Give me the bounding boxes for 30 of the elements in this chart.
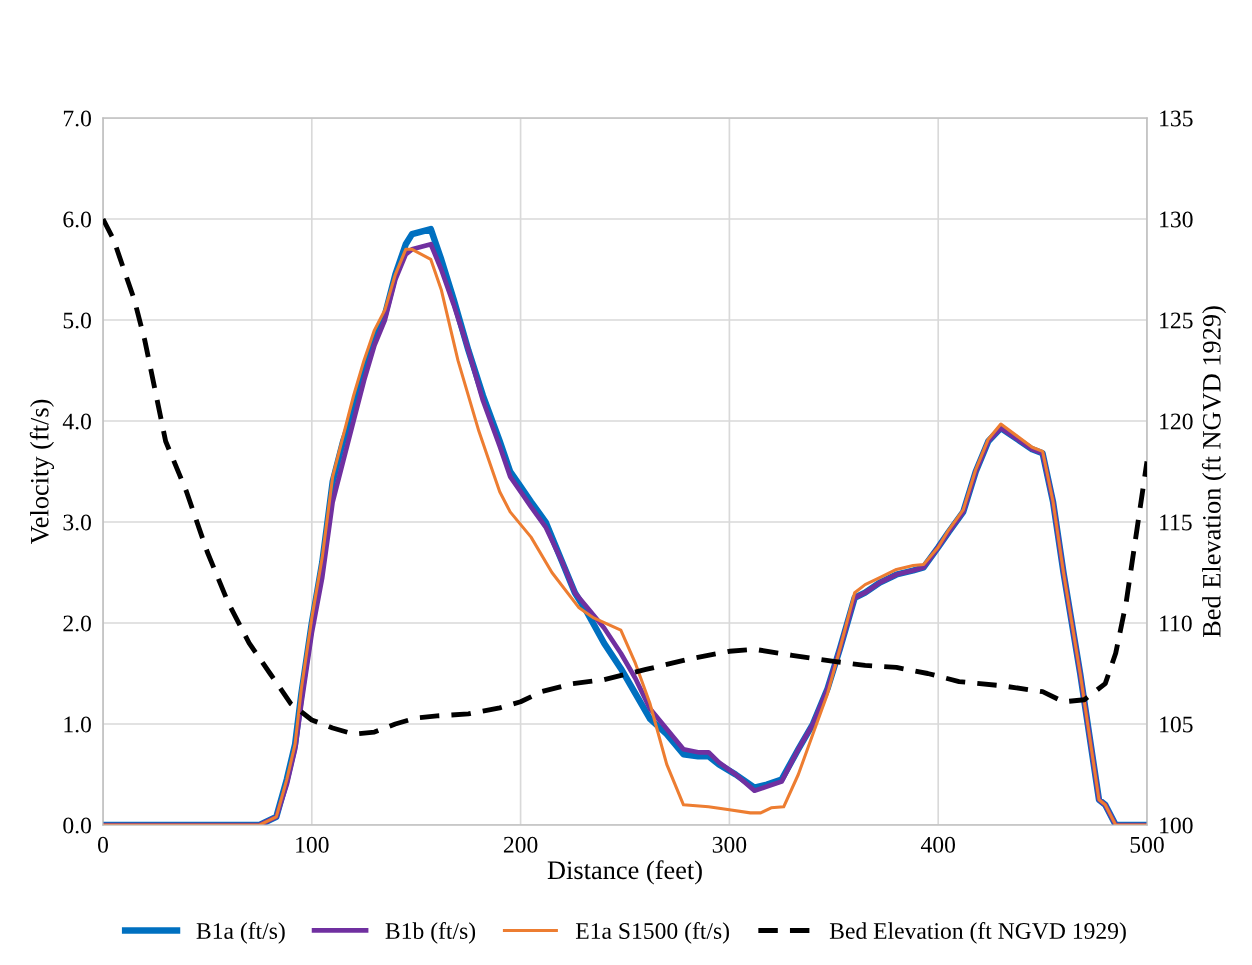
x-tick-label: 500 — [1130, 836, 1164, 853]
x-tick-label: 100 — [296, 836, 329, 853]
y2-tick-label: 110 — [1160, 615, 1192, 632]
y2-tick-label: 105 — [1160, 716, 1193, 733]
y2-tick-label: 135 — [1160, 110, 1193, 127]
y2-tick-label: 100 — [1160, 817, 1193, 834]
x-axis-title: Distance (feet) — [547, 860, 702, 885]
y-tick-label: 6.0 — [63, 211, 91, 228]
y-tick-label: 7.0 — [63, 110, 91, 127]
y2-tick-label: 120 — [1160, 413, 1193, 430]
y-tick-label: 4.0 — [62, 413, 91, 430]
x-tick-label: 0 — [98, 836, 108, 853]
y-tick-label: 0.0 — [63, 817, 91, 834]
y-tick-label: 2.0 — [63, 615, 91, 632]
legend-label: E1a S1500 (ft/s) — [575, 922, 729, 944]
x-tick-label: 200 — [503, 836, 538, 853]
y-tick-label: 5.0 — [63, 312, 91, 329]
x-tick-label: 300 — [712, 836, 747, 853]
line-series — [103, 216, 1147, 737]
legend-label: B1a (ft/s) — [196, 922, 285, 944]
y2-tick-label: 125 — [1160, 312, 1193, 329]
y2-tick-label: 115 — [1160, 514, 1192, 531]
y2-tick-label: 130 — [1160, 211, 1193, 228]
y-tick-label: 3.0 — [63, 514, 91, 531]
y-axis-title: Velocity (ft/s) — [29, 399, 55, 545]
y-tick-label: 1.0 — [64, 716, 91, 733]
legend-label: B1b (ft/s) — [385, 922, 476, 944]
y2-axis-title: Bed Elevation (ft NGVD 1929) — [1201, 306, 1227, 638]
x-tick-label: 400 — [920, 836, 956, 853]
legend-label: Bed Elevation (ft NGVD 1929) — [829, 922, 1126, 944]
